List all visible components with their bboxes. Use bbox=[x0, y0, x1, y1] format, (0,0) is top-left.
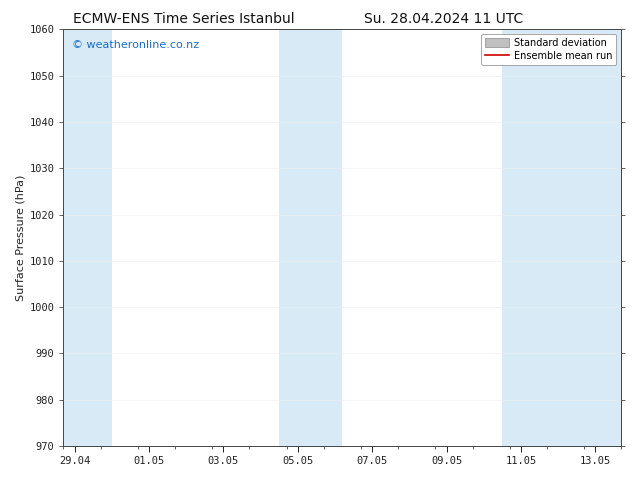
Bar bbox=[279, 29, 342, 446]
Bar bbox=[63, 29, 112, 446]
Text: © weatheronline.co.nz: © weatheronline.co.nz bbox=[72, 40, 199, 50]
Text: Su. 28.04.2024 11 UTC: Su. 28.04.2024 11 UTC bbox=[364, 12, 524, 26]
Legend: Standard deviation, Ensemble mean run: Standard deviation, Ensemble mean run bbox=[481, 34, 616, 65]
Text: ECMW-ENS Time Series Istanbul: ECMW-ENS Time Series Istanbul bbox=[73, 12, 295, 26]
Y-axis label: Surface Pressure (hPa): Surface Pressure (hPa) bbox=[15, 174, 25, 301]
Bar bbox=[502, 29, 621, 446]
